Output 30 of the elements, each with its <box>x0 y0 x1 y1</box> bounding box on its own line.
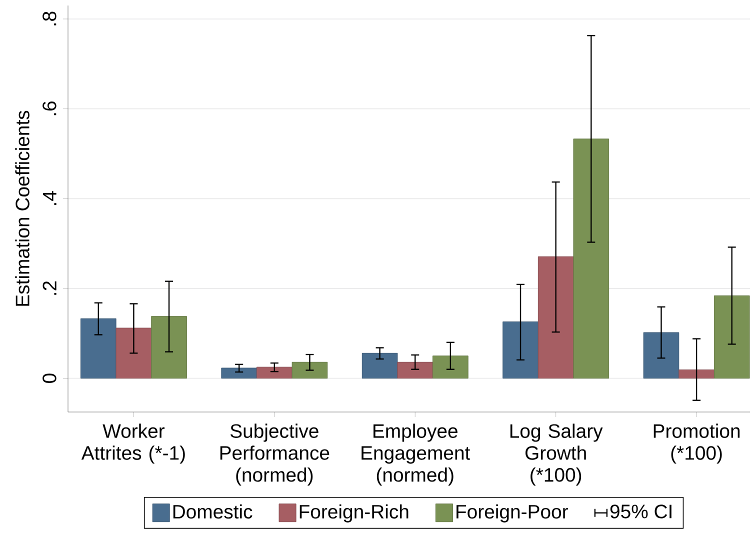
legend-label: Foreign-Rich <box>300 504 408 522</box>
bar <box>397 362 434 379</box>
bar <box>714 295 750 379</box>
y-tick-label: 0 <box>42 374 56 383</box>
y-tick-label: .4 <box>42 191 56 205</box>
x-tick-label: Employee Engagement (normed) <box>362 424 470 486</box>
x-tick-label: Log Salary Growth (*100) <box>510 424 603 486</box>
bar <box>292 362 328 379</box>
y-tick-label: .6 <box>42 102 56 116</box>
bar <box>538 256 574 379</box>
bar <box>573 138 610 379</box>
bar <box>502 321 538 379</box>
bar <box>116 328 152 379</box>
x-tick-label: Promotion (*100) <box>654 424 740 464</box>
x-tick-label: Worker Attrites (*-1) <box>81 424 185 464</box>
y-tick-label: .8 <box>42 12 56 26</box>
bar <box>151 316 187 379</box>
legend-label: Domestic <box>173 504 252 519</box>
text: 95% CI <box>610 504 672 518</box>
bar <box>362 352 398 379</box>
bar <box>256 366 292 379</box>
bar <box>432 356 468 379</box>
y-tick-label: .2 <box>42 281 56 295</box>
bar <box>80 318 116 379</box>
bar <box>221 368 258 379</box>
y-axis-title: Estimation Coefficients <box>15 110 30 306</box>
legend-label: Foreign-Poor <box>456 504 568 522</box>
x-tick-label: Subjective Performance (normed) <box>220 424 330 486</box>
bar <box>643 332 680 379</box>
bar <box>678 370 714 379</box>
